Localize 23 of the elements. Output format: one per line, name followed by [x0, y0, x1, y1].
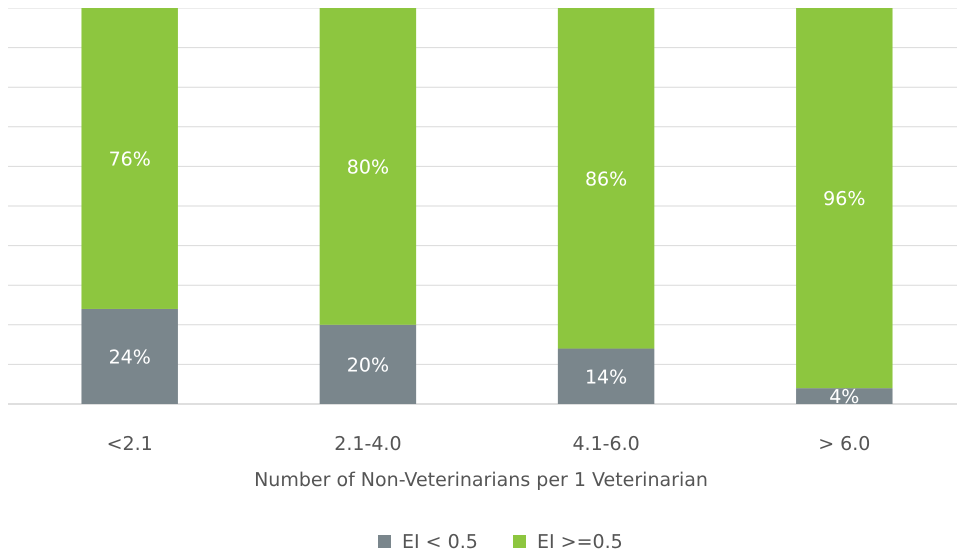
x-tick-label: <2.1	[106, 433, 153, 455]
data-label: 20%	[346, 354, 390, 376]
x-tick-label: 2.1-4.0	[334, 433, 402, 455]
legend-label: EI < 0.5	[402, 531, 478, 553]
bar	[81, 8, 178, 309]
data-label: 14%	[584, 366, 628, 388]
data-label: 24%	[108, 346, 151, 368]
data-label: 76%	[108, 148, 151, 170]
x-axis-title: Number of Non-Veterinarians per 1 Veterinarian	[254, 469, 708, 491]
bar	[558, 348, 654, 404]
data-label: 4%	[829, 386, 860, 408]
bar	[796, 388, 893, 404]
bar	[81, 308, 178, 404]
x-tick-label: 4.1-6.0	[572, 433, 640, 455]
bar	[558, 8, 654, 349]
data-label: 96%	[823, 188, 866, 210]
bar	[320, 324, 416, 404]
bar	[796, 8, 893, 388]
legend-label: EI >=0.5	[537, 531, 623, 553]
x-tick-label: > 6.0	[818, 433, 870, 455]
data-label: 80%	[346, 156, 390, 178]
data-label: 86%	[584, 168, 628, 190]
bar	[320, 8, 416, 325]
